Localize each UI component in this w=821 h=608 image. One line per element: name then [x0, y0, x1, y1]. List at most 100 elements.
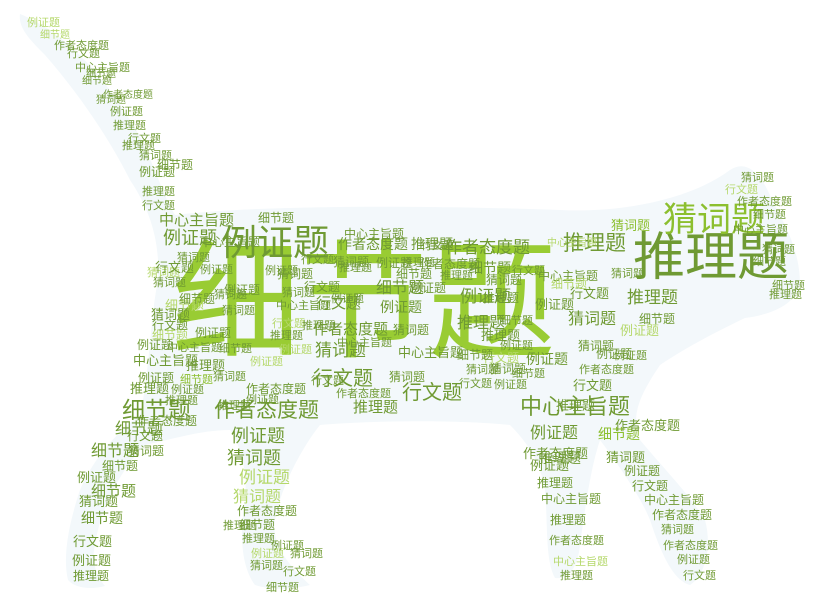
cloud-word: 中心主旨题 — [398, 346, 464, 361]
cloud-word: 行文题 — [402, 380, 462, 404]
cloud-word: 例证题 — [137, 338, 174, 352]
cloud-word: 作者态度题 — [663, 539, 718, 552]
cloud-word: 行文题 — [570, 287, 610, 302]
cloud-word: 作者态度题 — [336, 387, 391, 400]
cloud-word: 例证题 — [526, 352, 568, 368]
cloud-word: 猜词题 — [663, 200, 765, 240]
cloud-word: 细节题 — [258, 211, 295, 225]
cloud-word: 行文题 — [152, 318, 189, 332]
cloud-word: 例证题 — [110, 105, 143, 118]
cloud-word: 例证题 — [221, 223, 330, 264]
cloud-word: 猜词题 — [333, 255, 370, 269]
cloud-word: 中心主旨题 — [159, 211, 235, 229]
cloud-word: 例证题 — [331, 292, 364, 305]
cloud-word: 行文题 — [421, 239, 454, 252]
cloud-word: 猜词题 — [151, 308, 191, 323]
cloud-word: 作者态度题 — [338, 237, 408, 253]
cloud-word: 例证题 — [138, 371, 175, 385]
cloud-word: 推理题 — [353, 398, 399, 416]
cloud-word: 细节题 — [122, 398, 191, 424]
cloud-word: 猜词题 — [222, 304, 255, 317]
cloud-word: 猜词题 — [213, 370, 246, 383]
cloud-word: 猜词题 — [466, 363, 499, 376]
cloud-word: 猜词题 — [611, 267, 644, 280]
cloud-word: 中心主旨题 — [276, 299, 331, 312]
cloud-word: 作者态度题 — [103, 90, 153, 101]
cloud-word: 推理题 — [113, 119, 146, 132]
cloud-word: 行文题 — [725, 183, 758, 196]
cloud-word: 例证题 — [224, 283, 261, 297]
cloud-word: 作者态度题 — [237, 504, 298, 518]
cloud-word: 猜词题 — [661, 523, 694, 536]
cloud-word: 行文题 — [316, 294, 362, 312]
cloud-word: 中心主旨题 — [541, 492, 602, 506]
cloud-word: 例证题 — [231, 426, 285, 447]
cloud-word: 推理题 — [481, 329, 521, 344]
cloud-word: 推理题 — [270, 329, 303, 342]
cloud-word: 例证题 — [251, 547, 284, 560]
cloud-word: 行文题 — [142, 199, 175, 212]
cloud-word: 细节题 — [152, 328, 189, 342]
cloud-word: 推理题 — [556, 399, 596, 414]
cloud-word: 例证题 — [500, 339, 533, 352]
cloud-word: 例证题 — [614, 349, 647, 362]
cloud-word: 猜词题 — [128, 444, 165, 458]
cloud-word: 中心主旨题 — [75, 61, 130, 74]
cloud-word: 推理题 — [411, 237, 453, 253]
cloud-word: 例证题 — [271, 539, 304, 552]
cloud-word: 推理题 — [402, 256, 435, 269]
cloud-word: 细节题 — [598, 427, 640, 443]
cloud-word: 猜词题 — [282, 286, 315, 299]
cloud-word: 推理题 — [165, 394, 198, 407]
cloud-word: 行文题 — [683, 569, 716, 582]
cloud-word: 推理题 — [218, 399, 251, 412]
cloud-word: 细节题 — [179, 292, 216, 306]
cloud-word: 行文题 — [459, 377, 492, 390]
cloud-word: 作者态度题 — [615, 419, 681, 434]
cloud-word: 细节题 — [102, 459, 139, 473]
cloud-word: 例证题 — [535, 298, 575, 313]
cloud-word: 推理题 — [537, 476, 574, 490]
cloud-word: 行文题 — [301, 253, 334, 266]
cloud-word: 推理题 — [130, 382, 170, 397]
cloud-word: 中心主旨题 — [644, 493, 705, 507]
cloud-word: 猜词题 — [139, 149, 172, 162]
cloud-word: 推理题 — [563, 231, 626, 255]
cloud-word: 作者态度题 — [652, 508, 713, 522]
cloud-word: 例证题 — [494, 378, 527, 391]
cloud-word: 中心主旨题 — [337, 336, 392, 349]
cloud-word: 例证题 — [139, 165, 176, 179]
cloud-word: 行文题 — [155, 261, 195, 276]
cloud-word: 细节题 — [91, 482, 137, 500]
cloud-word: 例证题 — [620, 324, 660, 339]
cloud-word: 推理题 — [122, 139, 155, 152]
cloud-word: 行文题 — [483, 351, 520, 365]
cloud-word: 中心主旨题 — [200, 235, 261, 249]
cloud-word: 细节题 — [86, 69, 116, 80]
cloud-word: 猜词题 — [96, 95, 126, 106]
cloud-word: 推理题 — [483, 291, 520, 305]
cloud-word: 行文题 — [73, 535, 113, 550]
cloud-word: 推理题 — [440, 269, 473, 282]
cloud-word: 中心主旨题 — [547, 238, 597, 249]
cloud-word: 推理题 — [186, 359, 226, 374]
cloud-word: 例证题 — [380, 300, 422, 316]
cloud-word: 例证题 — [77, 471, 117, 486]
cloud-word: 细节题 — [165, 299, 205, 314]
cloud-word: 作者态度题 — [549, 534, 604, 547]
cloud-word: 猜词题 — [227, 448, 281, 469]
cloud-word: 细节题 — [396, 267, 433, 281]
cloud-word: 细节题 — [457, 348, 494, 362]
cloud-word: 作者态度题 — [137, 414, 198, 428]
cloud-word: 细节题 — [180, 373, 213, 386]
cloud-word: 猜词题 — [79, 495, 119, 510]
cloud-word: 行文题 — [272, 317, 305, 330]
cloud-word: 例证题 — [530, 459, 570, 474]
cloud-word: 细节题 — [376, 278, 425, 297]
cloud-word: 推理题 — [73, 569, 110, 583]
cloud-word: 作者态度题 — [420, 257, 481, 271]
cloud-word: 例证题 — [410, 281, 447, 295]
cloud-word: 行文题 — [127, 429, 164, 443]
cloud-word: 猜词题 — [606, 451, 646, 466]
